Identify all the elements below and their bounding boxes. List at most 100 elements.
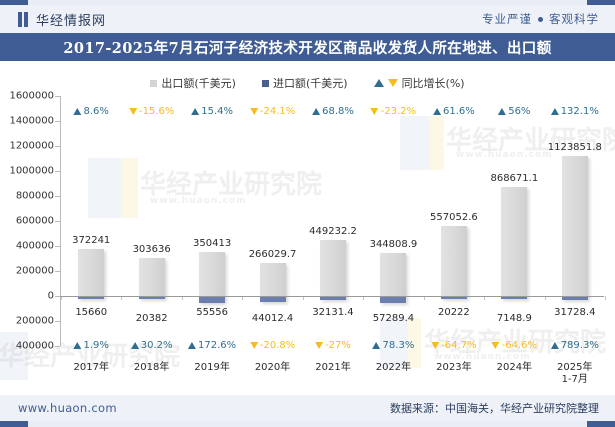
- slogan: 专业严谨 客观科学: [482, 11, 599, 27]
- import-bar[interactable]: [78, 296, 105, 299]
- triangle-up-icon: [432, 108, 441, 115]
- export-value-label: 868671.1: [490, 173, 539, 185]
- triangle-up-icon: [550, 342, 559, 349]
- import-bar[interactable]: [320, 296, 346, 301]
- export-value-label: 372241: [72, 235, 111, 247]
- import-bar[interactable]: [199, 296, 226, 303]
- y-axis-tick-label: 1000000: [9, 165, 54, 177]
- y-axis-tick-label: 1600000: [9, 90, 54, 102]
- x-axis-label: 2023年: [436, 362, 471, 374]
- y-axis-tick-label: 1400000: [9, 115, 54, 127]
- import-bar[interactable]: [259, 296, 286, 302]
- import-value-label: 7148.9: [496, 313, 532, 324]
- legend-item-growth[interactable]: 同比增长(%): [373, 75, 465, 91]
- x-axis-tick: [242, 296, 244, 300]
- export-bar[interactable]: [501, 187, 528, 296]
- export-bar[interactable]: [199, 252, 226, 296]
- zero-axis-line: [60, 296, 604, 297]
- triangle-down-icon: [387, 79, 398, 87]
- x-axis-tick: [544, 296, 546, 300]
- bars-layer: 372241 15660 8.6% 1.9% 2017年 303636 20382 -15.6…: [61, 96, 606, 385]
- export-bar[interactable]: [320, 239, 346, 296]
- growth-value: -27%: [325, 340, 351, 351]
- bottom-accent-bar: [0, 421, 615, 427]
- y-axis-line: [60, 96, 61, 346]
- export-bar[interactable]: [138, 258, 165, 296]
- legend-swatch-import-icon: [261, 79, 269, 87]
- import-growth-label: 30.2%: [130, 340, 173, 351]
- export-value-label: 350413: [193, 238, 232, 250]
- import-bar[interactable]: [440, 296, 467, 299]
- export-value-label: 1123851.8: [547, 141, 602, 153]
- growth-value: -23.2%: [380, 106, 417, 117]
- slogan-right: 客观科学: [549, 12, 599, 26]
- export-growth-label: -23.2%: [370, 106, 417, 117]
- y-axis-tick: [55, 96, 60, 97]
- brand-logo[interactable]: 华经情报网: [18, 10, 106, 29]
- growth-value: 15.4%: [201, 106, 233, 117]
- y-axis-tick-label: 400000: [15, 340, 54, 352]
- plot-area: 华经产业研究院 www.huaon.com 华经产业研究院 www.huaon.…: [0, 91, 615, 386]
- import-growth-label: -27%: [315, 340, 351, 351]
- triangle-down-icon: [249, 342, 258, 349]
- growth-value: 56%: [508, 106, 531, 117]
- import-bar[interactable]: [501, 296, 528, 299]
- x-axis-label-line1: 2018年: [133, 362, 170, 373]
- export-bar[interactable]: [259, 262, 286, 296]
- import-bar[interactable]: [138, 296, 165, 299]
- export-growth-label: 68.8%: [312, 106, 354, 117]
- legend-item-export[interactable]: 出口额(千美元): [150, 75, 236, 91]
- x-axis-tick: [605, 296, 606, 300]
- x-axis-label-line1: 2019年: [194, 362, 230, 373]
- triangle-down-icon: [491, 342, 500, 349]
- export-growth-label: -24.1%: [249, 106, 296, 117]
- brand-bar: 华经情报网 专业严谨 客观科学: [0, 5, 615, 33]
- triangle-up-icon: [372, 342, 381, 349]
- y-axis-tick-label: 200000: [15, 265, 54, 277]
- x-axis-label: 2025年 1-7月: [557, 362, 592, 386]
- export-value-label: 557052.6: [430, 212, 478, 224]
- export-bar[interactable]: [561, 155, 588, 296]
- y-axis-tick: [55, 221, 60, 222]
- x-axis-label: 2024年: [497, 362, 532, 374]
- export-bar[interactable]: [78, 249, 105, 296]
- import-bar[interactable]: [561, 296, 588, 300]
- page-title: 2017-2025年7月石河子经济技术开发区商品收发货人所在地进、出口额: [63, 39, 552, 57]
- export-growth-label: 8.6%: [73, 106, 109, 117]
- export-bar[interactable]: [440, 226, 467, 296]
- y-axis: 1600000 1400000 1200000 1000000 800000 600000…: [0, 91, 62, 352]
- growth-value: -24.1%: [259, 106, 296, 117]
- export-value-label: 344808.9: [369, 238, 418, 250]
- site-url[interactable]: www.huaon.com: [18, 401, 117, 415]
- export-growth-label: 132.1%: [550, 106, 599, 117]
- import-bar[interactable]: [380, 296, 407, 304]
- x-axis-tick: [121, 296, 123, 300]
- import-growth-label: 1.9%: [73, 340, 109, 351]
- import-growth-label: -64.6%: [491, 340, 537, 351]
- export-value-label: 449232.2: [309, 225, 357, 237]
- x-axis-label-line1: 2020年: [254, 362, 291, 373]
- import-growth-label: -20.8%: [249, 340, 295, 351]
- x-axis-label-line1: 2021年: [315, 362, 351, 373]
- x-axis-label-line2: 1-7月: [561, 374, 588, 385]
- y-axis-tick-label: 600000: [15, 215, 54, 227]
- growth-value: 30.2%: [140, 340, 173, 351]
- export-growth-label: 56%: [498, 106, 530, 117]
- triangle-up-icon: [498, 108, 507, 115]
- legend-label-growth: 同比增长(%): [401, 77, 465, 90]
- legend-item-import[interactable]: 进口额(千美元): [261, 75, 348, 91]
- import-growth-label: 78.3%: [372, 340, 414, 351]
- x-axis-label: 2020年: [255, 362, 290, 374]
- export-bar[interactable]: [380, 252, 407, 296]
- growth-value: 1.9%: [83, 340, 109, 351]
- y-axis-tick: [55, 196, 60, 197]
- import-value-label: 20222: [437, 307, 470, 318]
- export-growth-label: 61.6%: [432, 106, 475, 117]
- growth-value: -15.6%: [138, 106, 175, 117]
- triangle-up-icon: [373, 79, 384, 87]
- growth-value: 61.6%: [442, 106, 475, 117]
- y-axis-tick: [55, 246, 60, 247]
- y-axis-tick: [55, 171, 60, 172]
- y-axis-tick-label: 400000: [15, 240, 54, 252]
